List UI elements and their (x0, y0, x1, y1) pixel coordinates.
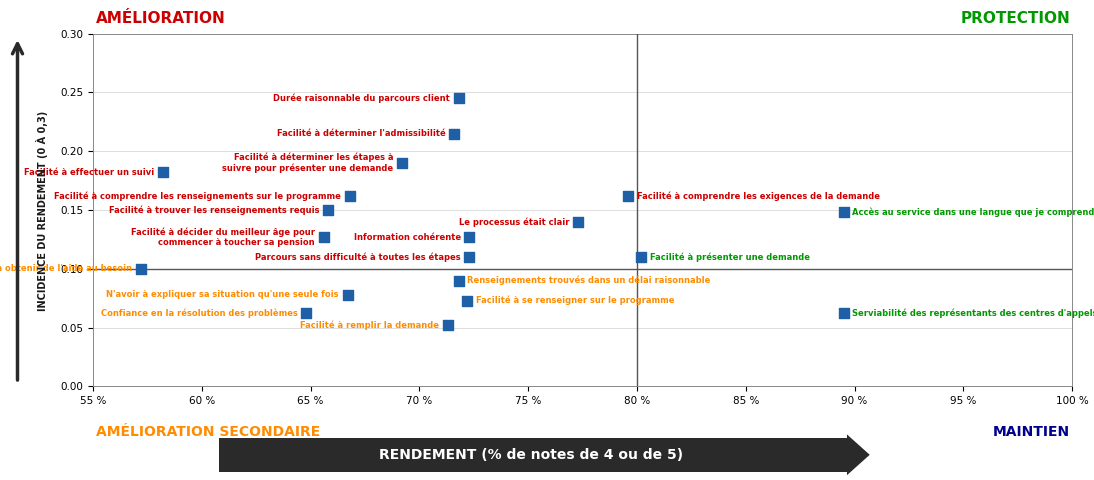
Text: Facilité à déterminer les étapes à
suivre pour présenter une demande: Facilité à déterminer les étapes à suivr… (222, 153, 393, 173)
Point (315, 233, 333, 241)
Point (445, 130, 463, 137)
Text: RENDEMENT (% de notes de 4 ou de 5): RENDEMENT (% de notes de 4 ou de 5) (380, 448, 684, 462)
Point (132, 265, 150, 273)
Text: Facilité à trouver les renseignements requis: Facilité à trouver les renseignements re… (108, 205, 319, 215)
Text: Durée raisonnable du parcours client: Durée raisonnable du parcours client (274, 94, 450, 103)
Point (339, 291, 357, 299)
Polygon shape (847, 434, 870, 475)
Point (461, 233, 478, 241)
Point (619, 192, 637, 200)
Point (319, 206, 337, 214)
Text: AMÉLIORATION SECONDAIRE: AMÉLIORATION SECONDAIRE (96, 425, 321, 439)
Point (450, 276, 467, 284)
Point (439, 322, 456, 329)
Text: Facilité à remplir la demande: Facilité à remplir la demande (300, 321, 439, 330)
Point (298, 310, 315, 317)
Point (570, 218, 587, 226)
Text: Facilité à comprendre les exigences de la demande: Facilité à comprendre les exigences de l… (637, 191, 880, 201)
Text: Facilité à déterminer l'admissibilité: Facilité à déterminer l'admissibilité (277, 129, 445, 138)
Text: Information cohérente: Information cohérente (353, 232, 461, 241)
Point (835, 310, 852, 317)
Text: Facilité à se renseigner sur le programme: Facilité à se renseigner sur le programm… (476, 296, 674, 305)
Point (154, 168, 172, 176)
Text: Confiance en la résolution des problèmes: Confiance en la résolution des problèmes (101, 309, 298, 318)
Text: Facilité à décider du meilleur âge pour
commencer à toucher sa pension: Facilité à décider du meilleur âge pour … (131, 227, 315, 247)
Point (461, 253, 478, 261)
Bar (219, 438, 847, 472)
Point (632, 253, 650, 261)
Point (458, 297, 476, 304)
Text: INCIDENCE DU RENDEMENT (0 À 0,3): INCIDENCE DU RENDEMENT (0 À 0,3) (36, 111, 47, 312)
Text: Accès au service dans une langue que je comprends: Accès au service dans une langue que je … (852, 208, 1094, 217)
Point (393, 159, 410, 167)
Text: PROTECTION: PROTECTION (961, 12, 1070, 26)
Point (341, 192, 359, 200)
Text: MAINTIEN: MAINTIEN (993, 425, 1070, 439)
Text: Parcours sans difficulté à toutes les étapes: Parcours sans difficulté à toutes les ét… (255, 252, 461, 262)
Text: Le processus était clair: Le processus était clair (459, 217, 570, 227)
Text: Facilité à obtenir de l'aide au besoin: Facilité à obtenir de l'aide au besoin (0, 264, 132, 273)
Point (835, 208, 852, 216)
Text: N'avoir à expliquer sa situation qu'une seule fois: N'avoir à expliquer sa situation qu'une … (106, 290, 339, 299)
Text: Renseignements trouvés dans un délai raisonnable: Renseignements trouvés dans un délai rai… (467, 276, 711, 285)
Text: Facilité à présenter une demande: Facilité à présenter une demande (650, 252, 810, 262)
Text: Facilité à comprendre les renseignements sur le programme: Facilité à comprendre les renseignements… (55, 191, 341, 201)
Text: AMÉLIORATION: AMÉLIORATION (96, 12, 226, 26)
Point (450, 95, 467, 102)
Text: Facilité à effectuer un suivi: Facilité à effectuer un suivi (24, 168, 154, 177)
Text: Serviabilité des représentants des centres d'appels de Service Canada: Serviabilité des représentants des centr… (852, 309, 1094, 318)
